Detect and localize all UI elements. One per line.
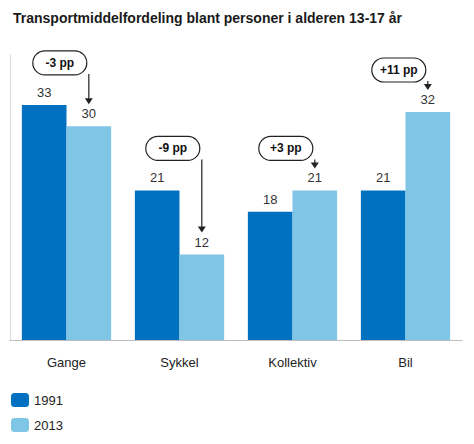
- svg-text:1991: 1991: [34, 393, 63, 408]
- svg-text:33: 33: [37, 85, 51, 100]
- svg-text:12: 12: [195, 235, 209, 250]
- svg-text:Gange: Gange: [47, 355, 86, 370]
- svg-text:+3 pp: +3 pp: [270, 141, 302, 155]
- svg-text:18: 18: [263, 192, 277, 207]
- svg-text:Transportmiddelfordeling blant: Transportmiddelfordeling blant personer …: [13, 10, 403, 26]
- svg-text:Kollektiv: Kollektiv: [268, 355, 317, 370]
- svg-text:32: 32: [421, 92, 435, 107]
- svg-text:Bil: Bil: [398, 355, 413, 370]
- svg-text:21: 21: [376, 170, 390, 185]
- svg-text:-9 pp: -9 pp: [158, 141, 187, 155]
- svg-text:30: 30: [82, 106, 96, 121]
- svg-text:21: 21: [150, 170, 164, 185]
- svg-text:21: 21: [308, 170, 322, 185]
- svg-text:2013: 2013: [34, 418, 63, 433]
- svg-text:Sykkel: Sykkel: [160, 355, 198, 370]
- svg-text:+11 pp: +11 pp: [380, 63, 418, 77]
- svg-text:-3 pp: -3 pp: [45, 56, 74, 70]
